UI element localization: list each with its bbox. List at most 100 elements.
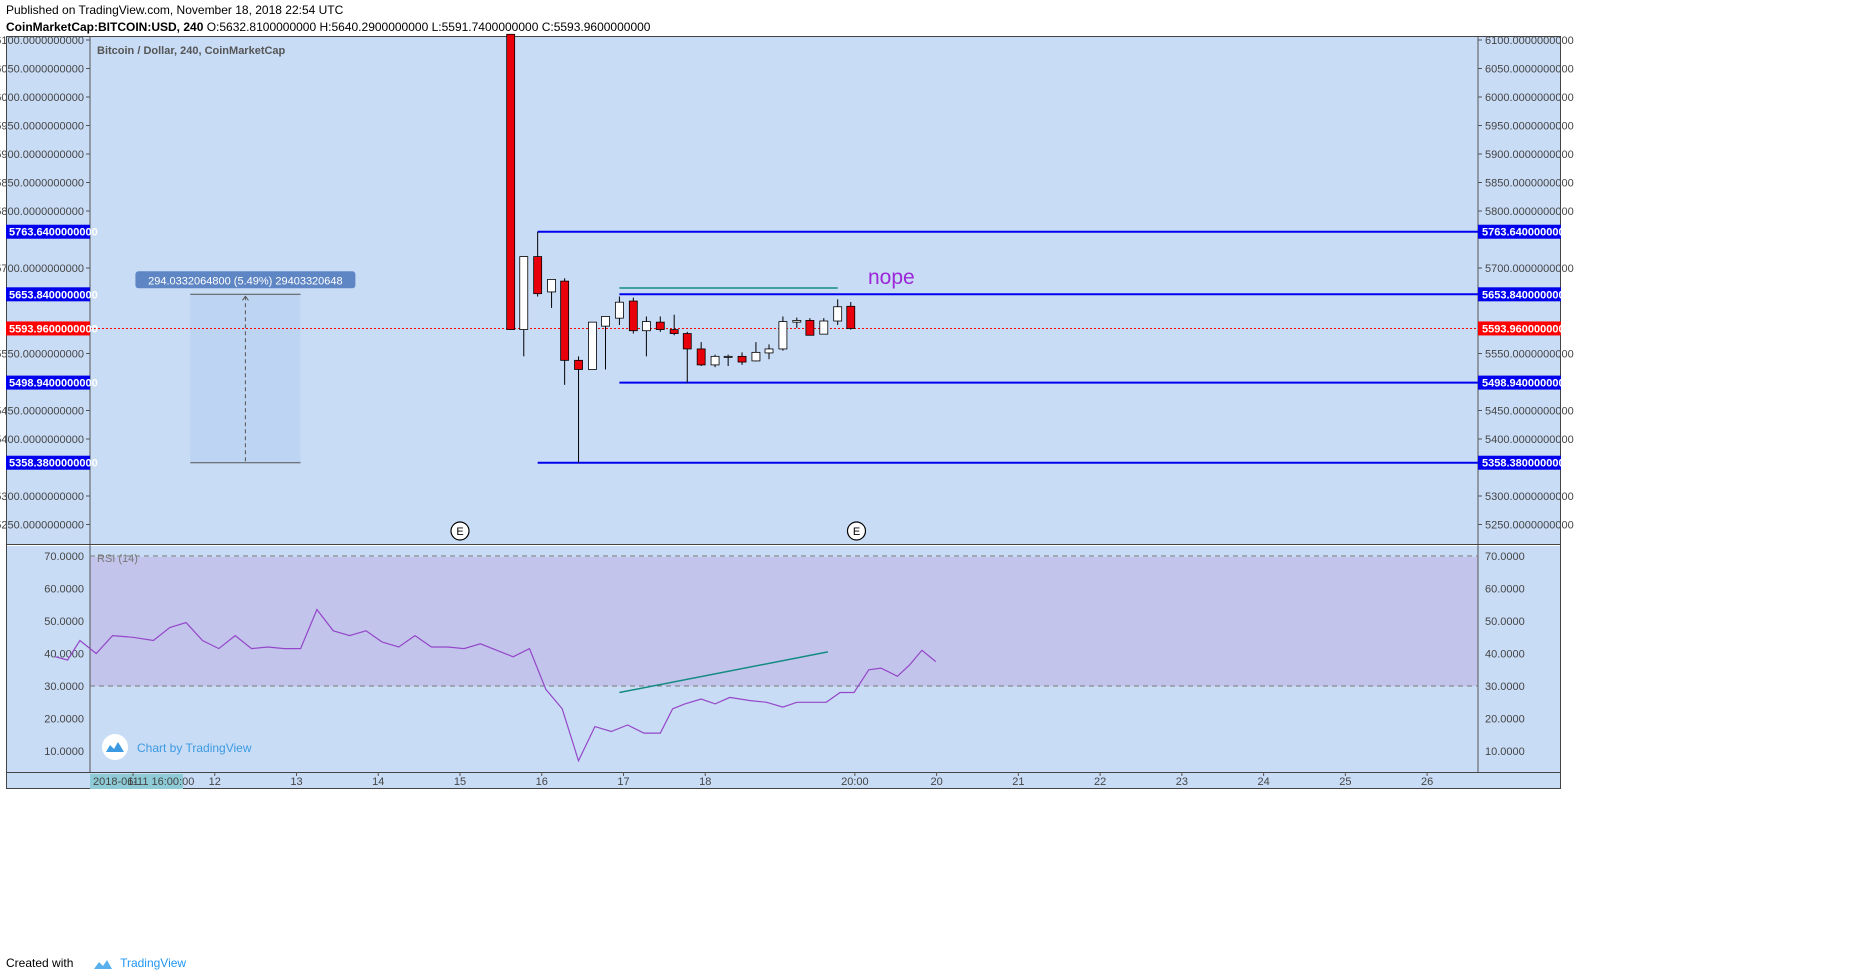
- price-tag-left: [6, 321, 90, 336]
- measure-label-box: [135, 271, 356, 289]
- rsi-series: [55, 608, 937, 763]
- price-tick-label-right: 5800.0000000000: [1485, 206, 1574, 218]
- candle-bear: [846, 305, 856, 329]
- price-tag-label-right: 5498.9400000000: [1482, 378, 1571, 390]
- measure-tool[interactable]: 294.0332064800 (5.49%) 29403320648: [135, 271, 356, 464]
- price-tick-label-right: 5400.0000000000: [1485, 434, 1574, 446]
- chart-title: Bitcoin / Dollar, 240, CoinMarketCap: [97, 45, 286, 57]
- tradingview-cloud-icon: [106, 742, 124, 752]
- price-tag-right: [1478, 455, 1561, 470]
- tradingview-logo-icon: [102, 734, 128, 760]
- price-tag-left: [6, 375, 90, 390]
- price-tick-label-left: 6100.0000000000: [0, 35, 84, 47]
- rsi-tick-label-left: 50.0000: [44, 616, 84, 628]
- candle-bull: [778, 321, 788, 350]
- time-tick-label: 25: [1339, 776, 1351, 788]
- candle-bull: [751, 351, 761, 362]
- candle-bear: [696, 348, 706, 366]
- price-tag-right: [1478, 287, 1561, 302]
- candlesticks: [506, 33, 856, 463]
- rsi-axes: 70.0000 70.0000 60.0000 60.0000 50.0000 50.00…: [44, 551, 1525, 758]
- price-tag-left: [6, 455, 90, 470]
- rsi-tick-label-left: 60.0000: [44, 584, 84, 596]
- earnings-event-icon: [846, 521, 867, 541]
- price-tick-label-right: 5300.0000000000: [1485, 491, 1574, 503]
- candle-bear: [682, 333, 692, 350]
- price-tick-label-left: 5800.0000000000: [0, 206, 84, 218]
- symbol-label: CoinMarketCap:BITCOIN:USD, 240: [6, 20, 204, 34]
- price-tick-label-right: 5700.0000000000: [1485, 263, 1574, 275]
- time-tick-label: 26: [1421, 776, 1433, 788]
- price-tick-label-right: 5450.0000000000: [1485, 406, 1574, 418]
- price-tick-label-left: 5850.0000000000: [0, 178, 84, 190]
- candle-bear: [560, 280, 570, 361]
- price-tag-label-left: 5763.6400000000: [9, 227, 98, 239]
- price-tick-label-right: 6050.0000000000: [1485, 64, 1574, 76]
- watermark-text: Chart by TradingView: [137, 741, 252, 755]
- measure-box: [190, 294, 301, 463]
- rsi-tick-label-right: 30.0000: [1485, 681, 1525, 693]
- price-tags: 5763.6400000000 5763.6400000000 5653.84000…: [6, 224, 1571, 470]
- rsi-tick-label-right: 60.0000: [1485, 584, 1525, 596]
- tradingview-footer-icon: [93, 959, 112, 969]
- time-tick-label: 22: [1094, 776, 1106, 788]
- rsi-label: RSI (14): [97, 553, 138, 565]
- candle-bull: [588, 321, 597, 370]
- rsi-tick-label-right: 40.0000: [1485, 649, 1525, 661]
- price-tick-label-left: 5300.0000000000: [0, 491, 84, 503]
- time-tick-label: 16: [536, 776, 548, 788]
- candle-bull: [547, 278, 556, 293]
- candle-bear: [655, 321, 665, 330]
- rsi-tick-label-left: 10.0000: [44, 746, 84, 758]
- candle-bull: [615, 301, 624, 319]
- price-tag-label-right: 5763.6400000000: [1482, 227, 1571, 239]
- price-axes: 6100.0000000000 6100.0000000000 6050.00000…: [0, 35, 1574, 532]
- candle-bull: [710, 355, 720, 366]
- price-tick-label-left: 6050.0000000000: [0, 64, 84, 76]
- symbol-ohlc-line: CoinMarketCap:BITCOIN:USD, 240 O:5632.81…: [6, 20, 650, 34]
- rsi-tick-label-left: 20.0000: [44, 714, 84, 726]
- candle-bull: [519, 256, 529, 330]
- price-tag-label-left: 5498.9400000000: [9, 378, 98, 390]
- time-tick-label: 23: [1176, 776, 1188, 788]
- price-tag-label-left: 5593.9600000000: [9, 323, 98, 335]
- rsi-band: [90, 557, 1478, 686]
- price-tick-label-right: 5550.0000000000: [1485, 349, 1574, 361]
- candle-bear: [628, 300, 638, 332]
- price-tick-label-right: 5950.0000000000: [1485, 121, 1574, 133]
- footer: Created with TradingView: [6, 956, 186, 970]
- price-tag-label-right: 5358.3800000000: [1482, 458, 1571, 470]
- time-start-badge: [90, 774, 183, 789]
- tradingview-brand-link[interactable]: TradingView: [120, 956, 187, 970]
- price-tick-label-left: 5900.0000000000: [0, 149, 84, 161]
- candle-bull: [792, 320, 802, 323]
- nope-annotation[interactable]: nope: [868, 266, 915, 289]
- time-tick-label: 11: [127, 776, 138, 788]
- candle-bear: [669, 329, 679, 334]
- candle-bull: [641, 321, 651, 332]
- published-caption: Published on TradingView.com, November 1…: [6, 3, 344, 17]
- candle-bear: [506, 33, 516, 330]
- candle-bull: [833, 306, 843, 322]
- time-tick-label: 24: [1257, 776, 1269, 788]
- tradingview-watermark[interactable]: Chart by TradingView: [102, 734, 252, 760]
- rsi-tick-label-right: 10.0000: [1485, 746, 1525, 758]
- candle-bull: [601, 316, 610, 327]
- time-tick-label: 20: [930, 776, 942, 788]
- price-tick-label-left: 5950.0000000000: [0, 121, 84, 133]
- price-tag-right: [1478, 224, 1561, 239]
- ohlc-values: O:5632.8100000000 H:5640.2900000000 L:55…: [206, 20, 651, 34]
- price-tag-right: [1478, 321, 1561, 336]
- candle-bull: [723, 355, 733, 358]
- measure-arrow-head: [242, 295, 249, 301]
- earnings-event-icon: [450, 521, 470, 541]
- time-tick-label: 17: [617, 776, 629, 788]
- price-tick-label-right: 5850.0000000000: [1485, 178, 1574, 190]
- time-tick-label: 12: [209, 776, 221, 788]
- event-label: E: [853, 526, 860, 538]
- time-tick-label: 18: [699, 776, 711, 788]
- price-tick-label-left: 6000.0000000000: [0, 92, 84, 104]
